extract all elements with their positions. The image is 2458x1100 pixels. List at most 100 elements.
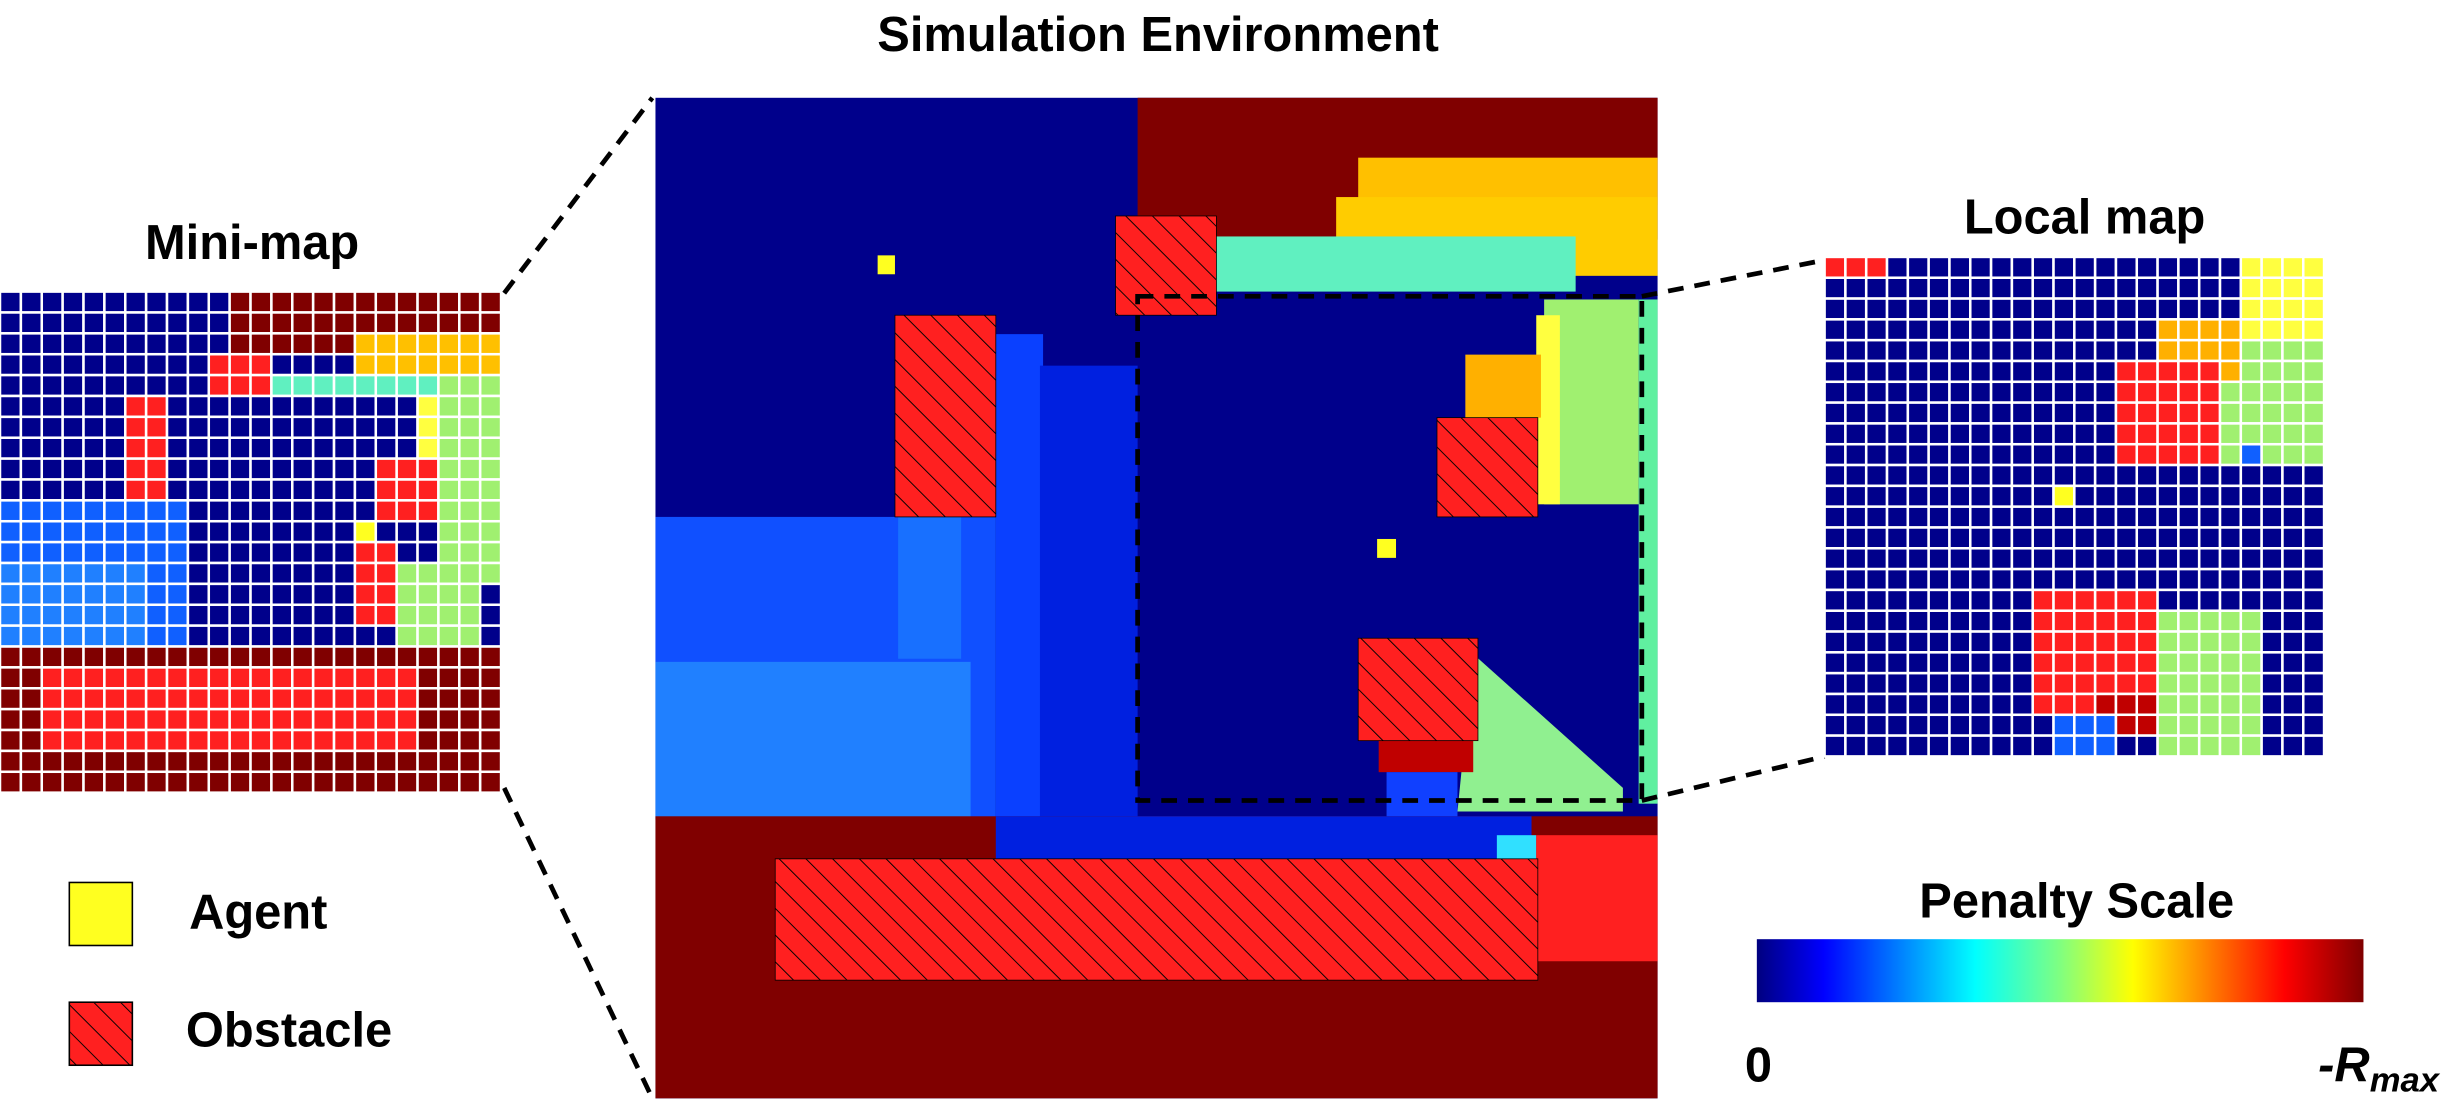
grid-cell <box>2218 380 2243 404</box>
grid-cell <box>165 290 190 314</box>
grid-cell <box>2239 609 2263 633</box>
grid-cell <box>1948 609 1972 633</box>
grid-cell <box>2177 463 2201 488</box>
grid-cell <box>2010 380 2034 404</box>
grid-cell <box>1969 671 1993 696</box>
grid-cell <box>2031 297 2055 321</box>
grid-cell <box>61 728 85 753</box>
grid-cell <box>311 749 336 774</box>
grid-cell <box>0 582 23 607</box>
grid-cell <box>2281 630 2305 654</box>
grid-cell <box>249 499 273 523</box>
grid-cell <box>124 666 148 690</box>
grid-cell <box>207 707 231 732</box>
grid-cell <box>124 415 148 439</box>
grid-cell <box>1823 359 1847 384</box>
grid-cell <box>2281 297 2305 321</box>
grid-cell <box>2135 671 2159 696</box>
grid-cell <box>1969 276 1993 300</box>
grid-cell <box>1885 255 1910 280</box>
grid-cell <box>291 603 315 627</box>
grid-cell <box>2218 630 2243 654</box>
grid-cell <box>2073 505 2097 529</box>
grid-cell <box>311 436 336 460</box>
grid-cell <box>2239 547 2263 571</box>
grid-cell <box>353 478 378 502</box>
grid-cell <box>2177 692 2201 717</box>
grid-cell <box>249 415 273 439</box>
grid-cell <box>1969 734 1993 758</box>
grid-cell <box>1864 318 1889 342</box>
grid-cell <box>2052 734 2076 758</box>
grid-cell <box>2281 692 2305 717</box>
grid-cell <box>186 770 211 794</box>
grid-cell <box>1927 547 1951 571</box>
grid-cell <box>2073 713 2097 737</box>
grid-cell <box>332 352 357 377</box>
grid-cell <box>144 561 169 586</box>
grid-cell <box>207 624 231 648</box>
grid-cell <box>144 582 169 607</box>
grid-cell <box>1906 713 1930 737</box>
grid-cell <box>1906 609 1930 633</box>
grid-cell <box>2281 463 2305 488</box>
grid-cell <box>311 457 336 481</box>
grid-cell <box>2135 588 2159 612</box>
grid-cell <box>374 561 398 586</box>
grid-cell <box>19 770 44 794</box>
grid-cell <box>207 666 231 690</box>
grid-cell <box>291 332 315 356</box>
grid-cell <box>1927 526 1951 550</box>
grid-cell <box>291 394 315 419</box>
grid-cell <box>228 666 252 690</box>
grid-cell <box>2010 692 2034 717</box>
grid-cell <box>1927 692 1951 717</box>
grid-cell <box>144 624 169 648</box>
grid-cell <box>1989 484 2014 508</box>
grid-cell <box>2114 651 2139 675</box>
grid-cell <box>458 311 482 335</box>
grid-cell <box>249 666 273 690</box>
grid-cell <box>478 332 503 356</box>
grid-cell <box>458 478 482 502</box>
grid-cell <box>1927 713 1951 737</box>
grid-cell <box>124 749 148 774</box>
grid-cell <box>186 373 211 398</box>
grid-cell <box>2052 713 2076 737</box>
grid-cell <box>311 624 336 648</box>
grid-cell <box>2156 297 2180 321</box>
grid-cell <box>2073 588 2097 612</box>
grid-cell <box>2301 713 2326 737</box>
grid-cell <box>2281 359 2305 384</box>
grid-cell <box>332 478 357 502</box>
grid-cell <box>270 728 294 753</box>
grid-cell <box>0 478 23 502</box>
grid-cell <box>1948 380 1972 404</box>
grid-cell <box>478 394 503 419</box>
grid-cell <box>40 687 64 711</box>
grid-cell <box>1906 297 1930 321</box>
grid-cell <box>1864 484 1889 508</box>
grid-cell <box>1864 588 1889 612</box>
grid-cell <box>1844 422 1868 446</box>
grid-cell <box>2052 338 2076 363</box>
grid-cell <box>2156 338 2180 363</box>
grid-cell <box>2218 713 2243 737</box>
grid-cell <box>103 519 127 544</box>
grid-cell <box>2114 692 2139 717</box>
grid-cell <box>228 394 252 419</box>
grid-cell <box>2239 442 2263 467</box>
grid-cell <box>165 582 190 607</box>
grid-cell <box>416 645 440 669</box>
grid-cell <box>270 540 294 565</box>
grid-cell <box>2093 630 2118 654</box>
grid-cell <box>165 519 190 544</box>
grid-cell <box>2073 651 2097 675</box>
grid-cell <box>249 582 273 607</box>
grid-cell <box>332 332 357 356</box>
grid-cell <box>2177 567 2201 592</box>
grid-cell <box>228 415 252 439</box>
grid-cell <box>2031 588 2055 612</box>
grid-cell <box>458 332 482 356</box>
grid-cell <box>2156 380 2180 404</box>
